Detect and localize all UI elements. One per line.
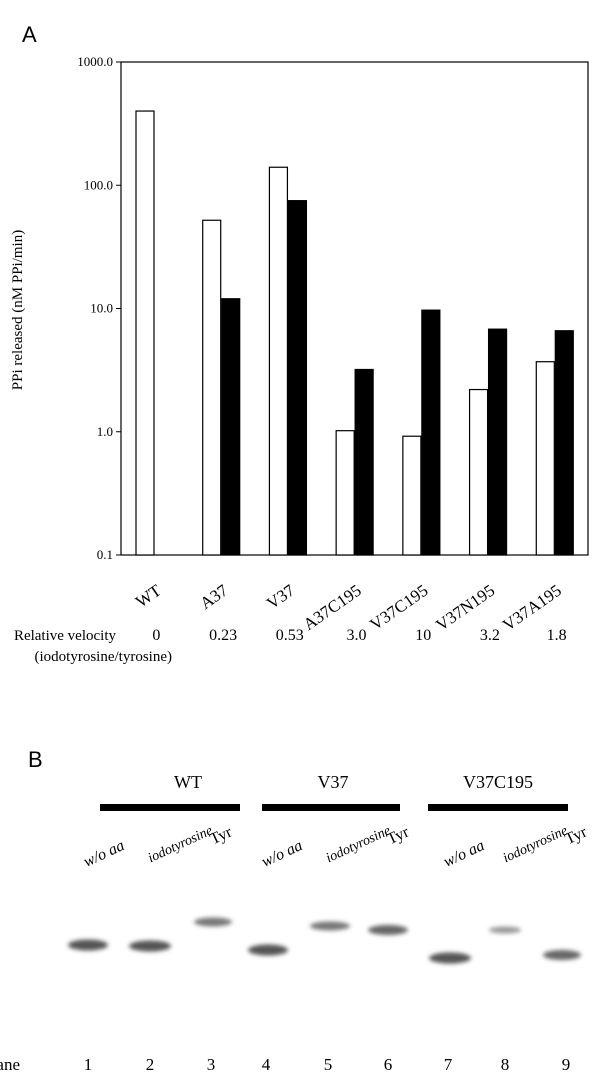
velocity-value: 0.23 bbox=[209, 627, 237, 644]
gel-band bbox=[68, 940, 108, 951]
bar bbox=[203, 220, 221, 555]
velocity-value: 0 bbox=[152, 627, 160, 644]
row-title: (iodotyrosine/tyrosine) bbox=[35, 649, 172, 665]
page: {"panel_a_label": "A", "chart_data": {"t… bbox=[0, 0, 600, 1079]
x-tick-label: A37 bbox=[196, 580, 231, 613]
lane-label: iodotyrosine bbox=[324, 823, 393, 866]
gel-bands bbox=[68, 918, 581, 964]
lane-number: 9 bbox=[562, 1055, 571, 1074]
row-title: Relative velocity bbox=[14, 628, 117, 644]
bar bbox=[489, 329, 507, 555]
group-label: V37C195 bbox=[463, 772, 533, 792]
lane-label: Tyr bbox=[385, 823, 413, 848]
bar bbox=[403, 436, 421, 555]
gel-band bbox=[489, 927, 521, 934]
bar bbox=[355, 369, 373, 555]
bar bbox=[136, 111, 154, 555]
velocity-value: 10 bbox=[415, 627, 431, 644]
lane-label: w/o aa bbox=[81, 837, 127, 871]
velocity-value: 1.8 bbox=[547, 627, 567, 644]
lane-number: 3 bbox=[207, 1055, 216, 1074]
lane-number: 1 bbox=[84, 1055, 93, 1074]
bar bbox=[536, 362, 554, 555]
lane-number: 4 bbox=[262, 1055, 271, 1074]
gel-band bbox=[429, 953, 471, 964]
x-tick-label: V37 bbox=[263, 580, 298, 613]
lane-label: iodotyrosine bbox=[146, 823, 215, 866]
group-label: WT bbox=[174, 772, 202, 792]
bar bbox=[555, 331, 573, 555]
lane-number: 2 bbox=[146, 1055, 155, 1074]
lane-title: Lane bbox=[0, 1055, 20, 1074]
lane-number: 6 bbox=[384, 1055, 393, 1074]
gel-band bbox=[368, 925, 408, 935]
group-bar bbox=[100, 804, 240, 811]
bar bbox=[222, 299, 240, 555]
gel-band bbox=[248, 945, 288, 956]
gel-band bbox=[129, 941, 171, 952]
y-tick-label: 1000.0 bbox=[77, 54, 113, 69]
bar bbox=[470, 390, 488, 555]
y-axis-title: PPi released (nM PPi/min) bbox=[10, 230, 26, 390]
lane-label: iodotyrosine bbox=[501, 823, 570, 866]
y-tick-label: 100.0 bbox=[84, 177, 113, 192]
figure: A PPi released (nM PPi/min) Relative vel… bbox=[0, 0, 600, 1079]
velocity-value: 0.53 bbox=[276, 627, 304, 644]
x-tick-label: WT bbox=[132, 580, 165, 611]
bar bbox=[288, 201, 306, 555]
lane-number: 7 bbox=[444, 1055, 453, 1074]
lane-label: w/o aa bbox=[259, 837, 305, 871]
velocity-value: 3.2 bbox=[480, 627, 500, 644]
group-bar bbox=[262, 804, 400, 811]
lane-label: Tyr bbox=[208, 823, 236, 848]
bar bbox=[422, 310, 440, 555]
lane-number: 8 bbox=[501, 1055, 510, 1074]
group-label: V37 bbox=[318, 772, 349, 792]
lane-label: w/o aa bbox=[441, 837, 487, 871]
gel-band bbox=[310, 922, 350, 931]
panel-label: A bbox=[22, 22, 37, 47]
group-bar bbox=[428, 804, 568, 811]
velocity-value: 3.0 bbox=[347, 627, 367, 644]
bar bbox=[336, 431, 354, 555]
y-tick-label: 1.0 bbox=[97, 424, 113, 439]
y-tick-label: 10.0 bbox=[90, 301, 113, 316]
lane-number: 5 bbox=[324, 1055, 333, 1074]
group-bars bbox=[100, 804, 568, 811]
lane-label: Tyr bbox=[563, 823, 591, 848]
y-tick-label: 0.1 bbox=[97, 547, 113, 562]
gel-band bbox=[194, 918, 232, 927]
bar bbox=[269, 167, 287, 555]
panel-label: B bbox=[28, 747, 43, 772]
gel-band bbox=[543, 950, 581, 960]
